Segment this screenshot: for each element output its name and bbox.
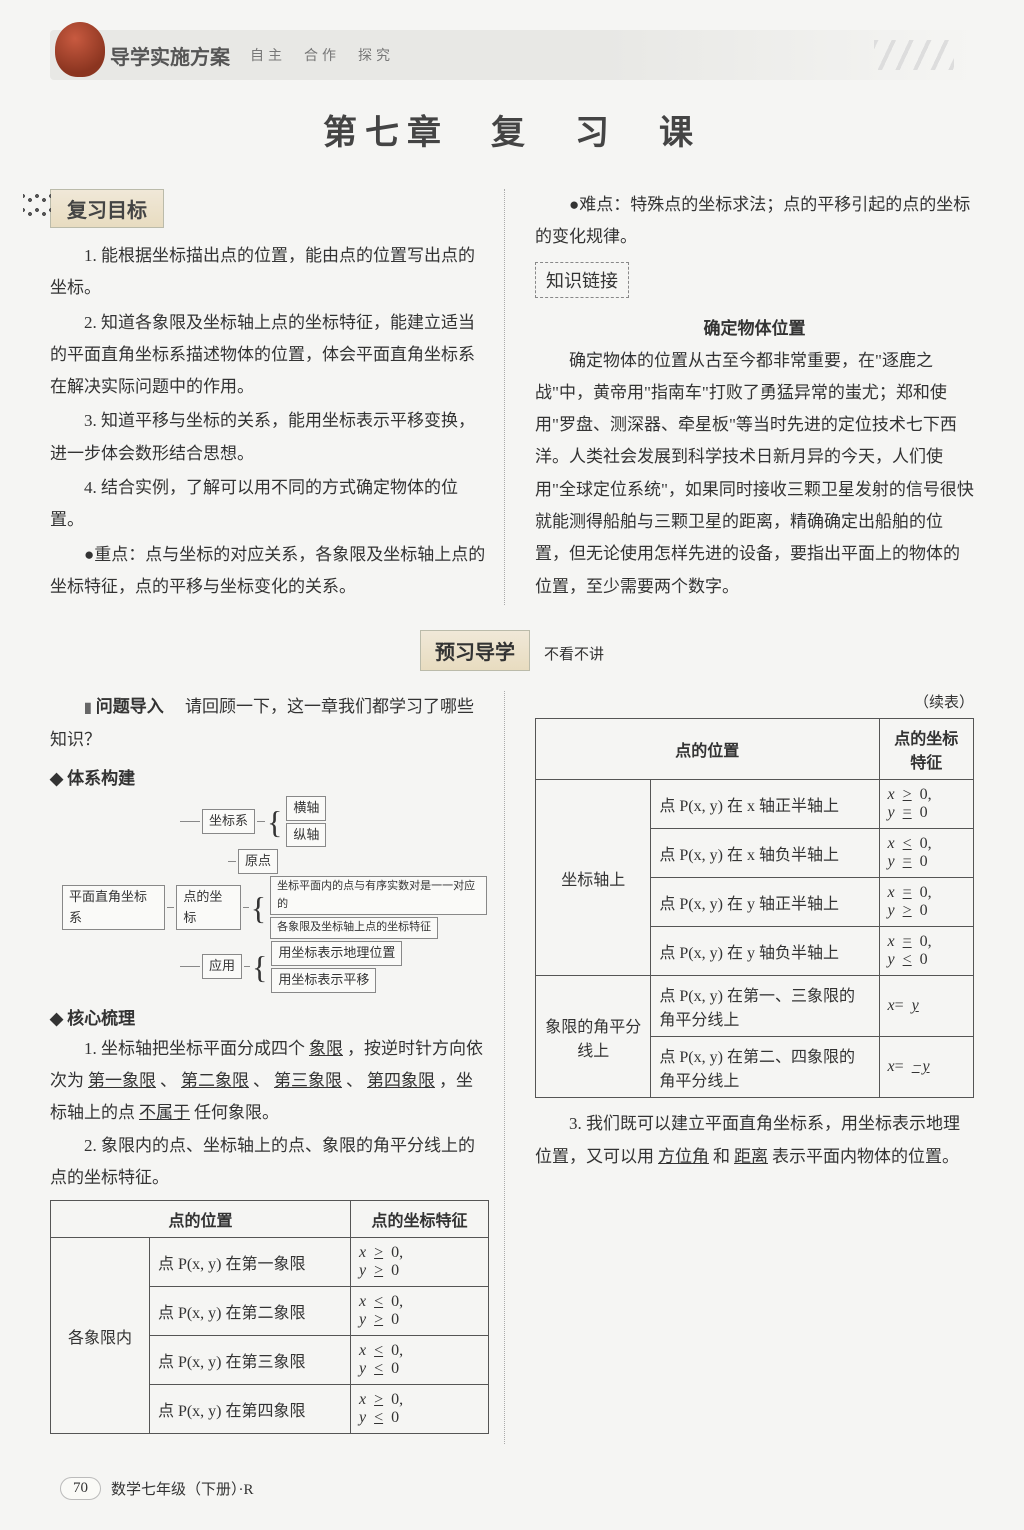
td-pos: 点 P(x, y) 在第四象限: [149, 1385, 350, 1434]
td-pos: 点 P(x, y) 在第二、四象限的角平分线上: [651, 1037, 879, 1098]
diagram-node: 用坐标表示平移: [271, 968, 376, 993]
question-lead: 问题导入 请回顾一下，这一章我们都学习了哪些知识？: [50, 691, 489, 756]
diagram-node: 横轴: [286, 796, 326, 821]
preview-banner: 预习导学 不看不讲: [50, 630, 974, 671]
header-subtitle: 自主 合作 探究: [250, 45, 394, 65]
td-pos: 点 P(x, y) 在 x 轴正半轴上: [651, 780, 879, 829]
q-lead-label: 问题导入: [84, 697, 164, 716]
th-feature: 点的坐标特征: [879, 719, 973, 780]
col-right-lower: （续表） 点的位置 点的坐标特征 坐标轴上 点 P(x, y) 在 x 轴正半轴…: [535, 691, 974, 1444]
td-feat: x < 0,y = 0: [879, 829, 973, 878]
td-feat: x > 0,y > 0: [350, 1238, 488, 1287]
goal-item: 1. 能根据坐标描出点的位置，能由点的位置写出点的坐标。: [50, 240, 489, 305]
table-axes: 点的位置 点的坐标特征 坐标轴上 点 P(x, y) 在 x 轴正半轴上 x >…: [535, 718, 974, 1098]
td-feat: x = 0,y < 0: [879, 927, 973, 976]
th-position: 点的位置: [536, 719, 880, 780]
td-feat: x < 0,y > 0: [350, 1287, 488, 1336]
footer: 70 数学七年级（下册）·R: [60, 1477, 254, 1500]
col-right: ●难点：特殊点的坐标求法；点的平移引起的点的坐标的变化规律。 知识链接 确定物体…: [535, 189, 974, 605]
diagram-node: 原点: [238, 849, 278, 874]
goals-label: 复习目标: [50, 189, 164, 228]
core-3: 3. 我们既可以建立平面直角坐标系，用坐标表示地理位置，又可以用方位角和距离表示…: [535, 1108, 974, 1173]
td-group: 象限的角平分线上: [536, 976, 651, 1098]
col-left: 复习目标 1. 能根据坐标描出点的位置，能由点的位置写出点的坐标。 2. 知道各…: [50, 189, 505, 605]
td-feat: x < 0,y < 0: [350, 1336, 488, 1385]
concept-diagram: 坐标系 { 横轴 纵轴 原点 平面直角坐标系 点的坐标 {: [60, 795, 489, 994]
lower-columns: 问题导入 请回顾一下，这一章我们都学习了哪些知识？ 体系构建 坐标系 { 横轴 …: [50, 691, 974, 1444]
preview-label: 预习导学: [420, 630, 530, 671]
th-position: 点的位置: [51, 1201, 351, 1238]
diagram-node: 应用: [202, 954, 242, 979]
td-pos: 点 P(x, y) 在 y 轴负半轴上: [651, 927, 879, 976]
knowledge-text: 确定物体的位置从古至今都非常重要，在"逐鹿之战"中，黄帝用"指南车"打败了勇猛异…: [535, 345, 974, 603]
header-bar: 导学实施方案 自主 合作 探究: [50, 30, 974, 80]
td-feat: x= y: [879, 976, 973, 1037]
continued-label: （续表）: [535, 691, 974, 712]
core-1: 1. 坐标轴把坐标平面分成四个象限，按逆时针方向依次为第一象限、第二象限、第三象…: [50, 1033, 489, 1130]
td-feat: x > 0,y < 0: [350, 1385, 488, 1434]
td-pos: 点 P(x, y) 在第一、三象限的角平分线上: [651, 976, 879, 1037]
th-feature: 点的坐标特征: [350, 1201, 488, 1238]
header-decor: [874, 40, 954, 70]
td-pos: 点 P(x, y) 在第三象限: [149, 1336, 350, 1385]
td-feat: x > 0,y = 0: [879, 780, 973, 829]
diagram-node: 点的坐标: [176, 885, 241, 931]
upper-columns: 复习目标 1. 能根据坐标描出点的位置，能由点的位置写出点的坐标。 2. 知道各…: [50, 189, 974, 605]
td-pos: 点 P(x, y) 在第二象限: [149, 1287, 350, 1336]
col-left-lower: 问题导入 请回顾一下，这一章我们都学习了哪些知识？ 体系构建 坐标系 { 横轴 …: [50, 691, 505, 1444]
diagram-node: 坐标平面内的点与有序实数对是一一对应的: [270, 876, 487, 915]
diagram-node: 坐标系: [202, 809, 255, 834]
core-label: 核心梳理: [50, 1004, 489, 1029]
td-pos: 点 P(x, y) 在第一象限: [149, 1238, 350, 1287]
mascot-icon: [55, 22, 105, 77]
goal-focus: ●重点：点与坐标的对应关系，各象限及坐标轴上点的坐标特征，点的平移与坐标变化的关…: [50, 539, 489, 604]
header-title: 导学实施方案: [110, 41, 230, 70]
diagram-node: 用坐标表示地理位置: [271, 941, 402, 966]
goal-item: 4. 结合实例，了解可以用不同的方式确定物体的位置。: [50, 472, 489, 537]
diagram-node: 平面直角坐标系: [62, 885, 165, 931]
core-2: 2. 象限内的点、坐标轴上的点、象限的角平分线上的点的坐标特征。: [50, 1130, 489, 1195]
td-feat: x = 0,y > 0: [879, 878, 973, 927]
diagram-node: 纵轴: [286, 823, 326, 848]
chapter-title: 第七章 复 习 课: [50, 105, 974, 154]
footer-text: 数学七年级（下册）·R: [111, 1478, 254, 1499]
page-number: 70: [60, 1477, 101, 1500]
td-feat: x= −y: [879, 1037, 973, 1098]
goal-difficulty: ●难点：特殊点的坐标求法；点的平移引起的点的坐标的变化规律。: [535, 189, 974, 254]
table-quadrants: 点的位置 点的坐标特征 各象限内 点 P(x, y) 在第一象限 x > 0,y…: [50, 1200, 489, 1434]
td-group: 各象限内: [51, 1238, 150, 1434]
preview-sub: 不看不讲: [544, 647, 604, 663]
knowledge-link-label: 知识链接: [535, 262, 629, 298]
td-pos: 点 P(x, y) 在 y 轴正半轴上: [651, 878, 879, 927]
build-label: 体系构建: [50, 764, 489, 789]
goal-item: 3. 知道平移与坐标的关系，能用坐标表示平移变换，进一步体会数形结合思想。: [50, 405, 489, 470]
td-group: 坐标轴上: [536, 780, 651, 976]
td-pos: 点 P(x, y) 在 x 轴负半轴上: [651, 829, 879, 878]
goal-item: 2. 知道各象限及坐标轴上点的坐标特征，能建立适当的平面直角坐标系描述物体的位置…: [50, 307, 489, 404]
knowledge-title: 确定物体位置: [535, 314, 974, 339]
diagram-node: 各象限及坐标轴上点的坐标特征: [270, 917, 438, 939]
